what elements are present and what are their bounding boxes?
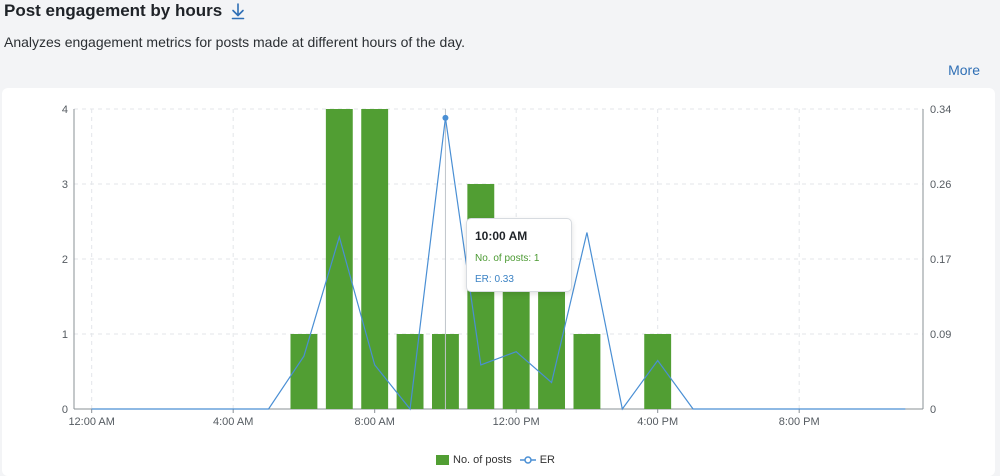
line-er xyxy=(91,117,906,411)
page-title: Post engagement by hours xyxy=(4,1,223,20)
x-tick-label: 8:00 PM xyxy=(779,416,820,428)
x-tick-label: 12:00 AM xyxy=(68,416,114,428)
legend-item-er[interactable]: ER xyxy=(519,454,555,466)
x-tick-label: 12:00 PM xyxy=(493,416,540,428)
tooltip-posts: No. of posts: 1 xyxy=(475,253,540,264)
y-left-tick-label: 2 xyxy=(62,254,68,266)
bar-posts xyxy=(573,334,601,409)
bar-posts xyxy=(361,109,389,409)
y-right-tick-label: 0.34 xyxy=(930,104,951,116)
chart-legend: No. of posts ER xyxy=(436,454,555,466)
chart-tooltip: 10:00 AM No. of posts: 1 ER: 0.33 xyxy=(466,218,572,292)
page-subtitle: Analyzes engagement metrics for posts ma… xyxy=(4,34,465,50)
legend-label-er: ER xyxy=(539,454,555,466)
bar-posts xyxy=(644,334,672,409)
bar-posts xyxy=(290,334,318,409)
bar-posts xyxy=(325,109,353,409)
y-right-tick-label: 0.17 xyxy=(930,254,951,266)
bar-posts xyxy=(396,334,424,409)
x-tick-label: 4:00 PM xyxy=(637,416,678,428)
chart-card: 0 1 2 3 4 0 0.09 0.17 0.26 0.34 12:00 AM 4:00 AM 8:0… xyxy=(2,88,995,476)
y-right-tick-label: 0 xyxy=(930,404,936,416)
y-left-tick-label: 0 xyxy=(62,404,68,416)
tooltip-er: ER: 0.33 xyxy=(475,274,514,285)
legend-item-posts[interactable]: No. of posts xyxy=(436,454,512,466)
chart-header: Post engagement by hours xyxy=(4,0,246,22)
more-link[interactable]: More xyxy=(948,62,980,78)
y-left-tick-label: 4 xyxy=(62,104,68,116)
y-left-tick-label: 1 xyxy=(62,329,68,341)
legend-swatch-er xyxy=(519,456,536,464)
legend-label-posts: No. of posts xyxy=(453,454,512,466)
y-right-tick-label: 0.09 xyxy=(930,329,951,341)
legend-swatch-posts xyxy=(436,455,449,465)
y-left-tick-label: 3 xyxy=(62,179,68,191)
y-right-tick-label: 0.26 xyxy=(930,179,951,191)
tooltip-time: 10:00 AM xyxy=(475,229,528,243)
er-point-highlight xyxy=(442,114,449,121)
x-tick-label: 8:00 AM xyxy=(355,416,395,428)
engagement-chart: 0 1 2 3 4 0 0.09 0.17 0.26 0.34 12:00 AM 4:00 AM 8:0… xyxy=(62,104,952,428)
x-tick-label: 4:00 AM xyxy=(213,416,253,428)
download-icon[interactable] xyxy=(230,2,246,20)
